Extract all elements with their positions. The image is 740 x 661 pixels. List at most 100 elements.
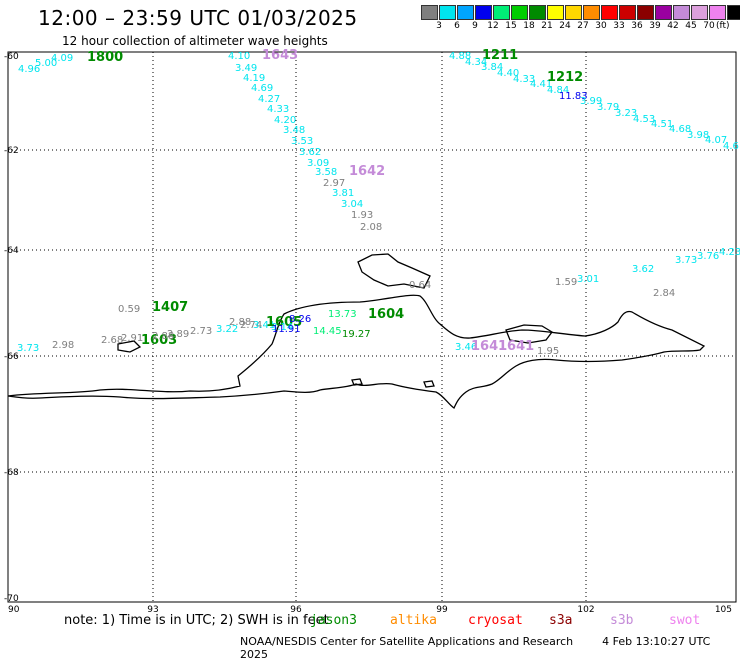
wave-height-value: 4.09 [51, 53, 73, 64]
wave-height-value: 4.19 [243, 73, 265, 84]
colorbar-swatch [475, 5, 492, 20]
wave-height-value: 3.73 [675, 255, 697, 266]
wave-height-value: 11.83 [559, 91, 588, 102]
wave-height-value: 4.69 [251, 83, 273, 94]
colorbar-swatch [493, 5, 510, 20]
wave-height-value: 4.23 [719, 247, 740, 258]
pass-time-label: 1212 [547, 70, 583, 85]
pass-time-label: 1407 [152, 300, 188, 315]
satellite-legend-item: s3a [549, 613, 573, 628]
colorbar-label: 21 [541, 21, 553, 31]
wave-height-value: 4.10 [228, 51, 250, 62]
wave-height-value: 2.91 [121, 333, 143, 344]
satellite-legend-item: jason3 [310, 613, 357, 628]
wave-height-value: 4.53 [633, 114, 655, 125]
wave-height-value: 3.14 [271, 322, 293, 333]
wave-height-value: 3.81 [332, 188, 354, 199]
wave-height-value: 4.27 [258, 94, 280, 105]
colorbar-label: 27 [577, 21, 589, 31]
colorbar-label: 18 [523, 21, 535, 31]
coastline-island-lake [505, 324, 553, 344]
wave-height-value: 3.46 [455, 342, 477, 353]
colorbar-label: 42 [667, 21, 679, 31]
wave-height-value: 2.97 [323, 178, 345, 189]
wave-height-value: 2.88 [229, 317, 251, 328]
wave-height-value: 4.68 [669, 124, 691, 135]
wave-height-value: 3.23 [615, 108, 637, 119]
wave-height-value: 2.74 [240, 320, 262, 331]
coastline-islet-b [423, 380, 435, 388]
wave-height-value: 8.26 [289, 314, 311, 325]
wave-height-value: 11.91 [272, 324, 301, 335]
wave-height-value: 0.59 [118, 304, 140, 315]
wave-height-value: 4.41 [530, 79, 552, 90]
pass-time-label: 1603 [141, 333, 177, 348]
wave-height-value: 2.84 [653, 288, 675, 299]
wave-height-value: 19.27 [342, 329, 371, 340]
colorbar-swatch [601, 5, 618, 20]
wave-height-value: 2.98 [52, 340, 74, 351]
colorbar-swatch [565, 5, 582, 20]
colorbar-swatch [637, 5, 654, 20]
colorbar-label: 70 [703, 21, 715, 31]
wave-height-value: 3.62 [632, 264, 654, 275]
wave-height-value: 4.40 [497, 68, 519, 79]
colorbar-label: 39 [649, 21, 661, 31]
wave-height-colorbar [421, 5, 740, 20]
pass-time-label: 1800 [87, 50, 123, 65]
map-frame [7, 51, 737, 603]
colorbar-swatch [529, 5, 546, 20]
colorbar-label: 30 [595, 21, 607, 31]
satellite-legend-item: swot [669, 613, 701, 628]
wave-height-value: 3.99 [580, 96, 602, 107]
footer-credit: NOAA/NESDIS Center for Satellite Applica… [240, 635, 740, 661]
wave-height-value: 3.84 [481, 62, 503, 73]
page-subtitle: 12 hour collection of altimeter wave hei… [62, 34, 328, 48]
wave-height-value: 3.22 [216, 324, 238, 335]
longitude-label: 105 [715, 605, 732, 615]
colorbar-swatch [619, 5, 636, 20]
latitude-label: -60 [4, 52, 19, 62]
wave-height-labels: 4.965.004.09 1800 4.10 1643 3.494.194.694.27… [17, 48, 740, 357]
pass-time-label: 1211 [482, 48, 518, 63]
colorbar-labels: 3 6 9 12 15 18 21 24 27 30 33 36 39 42 45 70 [421, 21, 718, 31]
colorbar-swatch [439, 5, 456, 20]
wave-height-value: 3.04 [341, 199, 363, 210]
latitude-label: -64 [4, 246, 19, 256]
wave-height-value: 2.73 [190, 326, 212, 337]
wave-height-value: 1.93 [351, 210, 373, 221]
latitude-label: -70 [4, 594, 19, 604]
pass-time-label: 1643 [262, 48, 298, 63]
satellite-legend-item: cryosat [468, 613, 523, 628]
footer-note: note: 1) Time is in UTC; 2) SWH is in fe… [64, 613, 329, 628]
colorbar-swatch [673, 5, 690, 20]
wave-height-value: 2.08 [360, 222, 382, 233]
wave-height-value: 4.88 [449, 51, 471, 62]
longitude-label: 96 [290, 605, 302, 615]
longitude-label: 93 [147, 605, 158, 615]
pass-time-label: 1605 [266, 315, 302, 330]
pass-time-label: 1641 [471, 339, 507, 354]
wave-height-value: 4.33 [267, 104, 289, 115]
colorbar-swatch [727, 5, 740, 20]
wave-height-value: 0.64 [409, 280, 431, 291]
wave-height-value: 3.53 [291, 136, 313, 147]
wave-height-value: 3.49 [235, 63, 257, 74]
wave-height-value: 4.51 [651, 119, 673, 130]
wave-height-value: 5.00 [35, 58, 57, 69]
wave-height-value: 4.96 [18, 64, 40, 75]
wave-height-value: 3.79 [597, 102, 619, 113]
coastline-island-small [117, 340, 142, 353]
colorbar-label: 9 [472, 21, 478, 31]
wave-height-value: 3.76 [697, 251, 719, 262]
wave-height-value: 4.07 [705, 135, 727, 146]
pass-time-label: 1641 [498, 339, 534, 354]
colorbar-label: 6 [454, 21, 460, 31]
wave-height-value: 13.73 [328, 309, 357, 320]
colorbar-swatch [709, 5, 726, 20]
colorbar-swatch [457, 5, 474, 20]
wave-height-value: 3.98 [687, 130, 709, 141]
wave-height-value: 2.88 [152, 331, 174, 342]
